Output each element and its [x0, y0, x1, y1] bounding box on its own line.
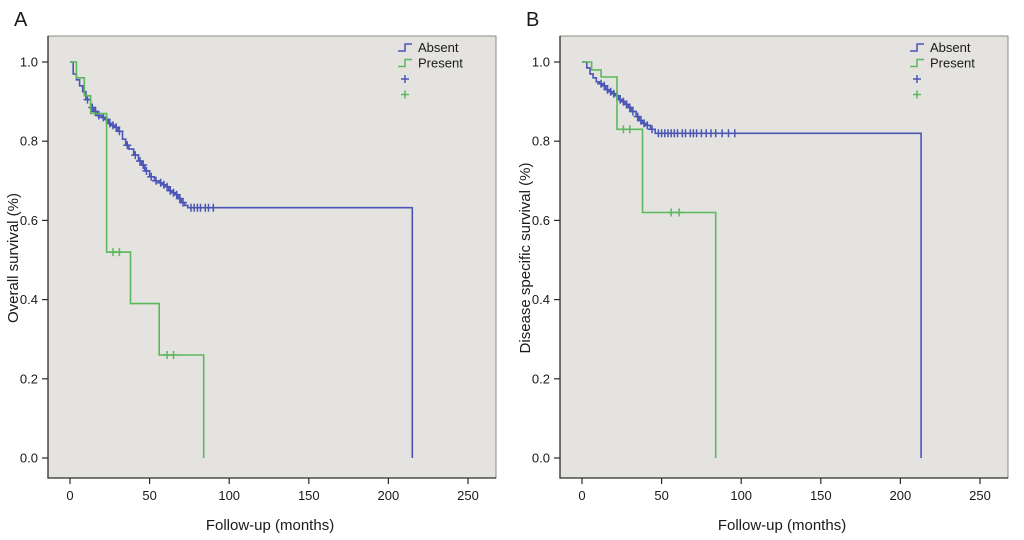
svg-text:150: 150 [298, 488, 320, 503]
chart-plot-area-a: 0 50 100 150 200 250 0.0 0.2 0.4 0.6 0.8 1.0 AbsentP… [20, 35, 497, 503]
svg-text:250: 250 [457, 488, 479, 503]
svg-text:0.2: 0.2 [532, 371, 550, 386]
svg-text:Present: Present [930, 56, 975, 71]
svg-text:0: 0 [66, 488, 73, 503]
svg-text:Absent: Absent [930, 40, 971, 55]
x-axis-title-b: Follow-up (months) [718, 517, 846, 534]
svg-text:0.0: 0.0 [20, 451, 38, 466]
y-axis-title-a: Overall survival (%) [5, 193, 22, 323]
svg-text:0.8: 0.8 [532, 134, 550, 149]
svg-text:100: 100 [218, 488, 240, 503]
chart-plot-area-b: 0 50 100 150 200 250 0.0 0.2 0.4 0.6 0.8 1.0 AbsentP… [532, 35, 1009, 503]
svg-text:50: 50 [142, 488, 156, 503]
svg-text:0.6: 0.6 [532, 213, 550, 228]
disease-specific-survival-chart: 0 50 100 150 200 250 0.0 0.2 0.4 0.6 0.8 1.0 AbsentP… [517, 9, 1009, 534]
svg-text:50: 50 [654, 488, 668, 503]
svg-text:200: 200 [378, 488, 400, 503]
svg-text:1.0: 1.0 [20, 55, 38, 70]
svg-text:100: 100 [730, 488, 752, 503]
svg-text:150: 150 [810, 488, 832, 503]
svg-text:250: 250 [969, 488, 991, 503]
svg-text:0.8: 0.8 [20, 134, 38, 149]
svg-text:0.4: 0.4 [20, 292, 38, 307]
svg-text:0.0: 0.0 [532, 451, 550, 466]
svg-text:Present: Present [418, 56, 463, 71]
svg-text:0.2: 0.2 [20, 371, 38, 386]
y-axis-title-b: Disease specific survival (%) [517, 163, 534, 354]
x-axis-title-a: Follow-up (months) [206, 517, 334, 534]
panel-label-a: A [14, 9, 28, 31]
svg-text:0.6: 0.6 [20, 213, 38, 228]
svg-text:0.4: 0.4 [532, 292, 550, 307]
svg-text:200: 200 [890, 488, 912, 503]
panel-label-b: B [526, 9, 539, 31]
svg-text:1.0: 1.0 [532, 55, 550, 70]
overall-survival-chart: 0 50 100 150 200 250 0.0 0.2 0.4 0.6 0.8 1.0 AbsentP… [5, 9, 497, 534]
svg-text:Absent: Absent [418, 40, 459, 55]
svg-text:0: 0 [578, 488, 585, 503]
